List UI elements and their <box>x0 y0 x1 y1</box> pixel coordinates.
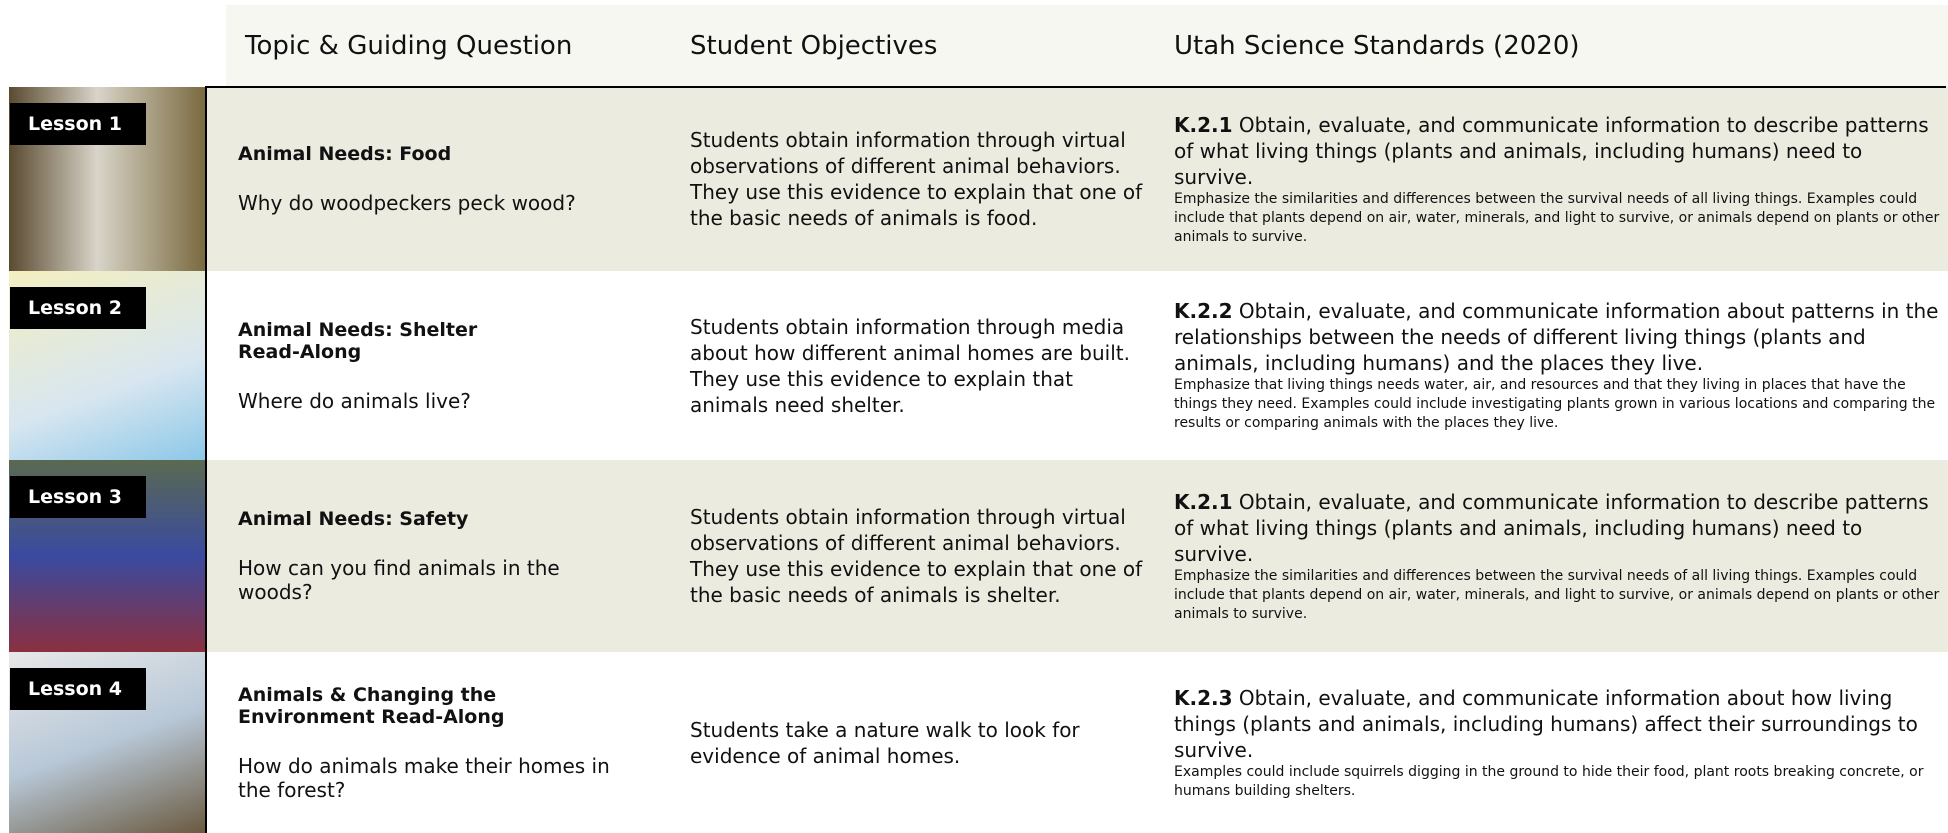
objectives-cell: Students obtain information through virt… <box>690 460 1150 652</box>
standard-main: K.2.1 Obtain, evaluate, and communicate … <box>1174 489 1944 567</box>
standards-cell: K.2.2 Obtain, evaluate, and communicate … <box>1174 271 1944 460</box>
table-row: Lesson 1 Animal Needs: Food Why do woodpec… <box>9 87 1948 271</box>
standard-main: K.2.2 Obtain, evaluate, and communicate … <box>1174 298 1944 376</box>
objectives-text: Students obtain information through virt… <box>690 505 1143 607</box>
objectives-cell: Students obtain information through virt… <box>690 87 1150 271</box>
lesson-label: Lesson 3 <box>10 476 146 518</box>
guiding-question: How do animals make their homes in the f… <box>238 753 610 802</box>
column-header: Utah Science Standards (2020) <box>1174 31 1580 61</box>
objectives-cell: Students obtain information through medi… <box>690 271 1150 460</box>
standard-note: Examples could include squirrels digging… <box>1174 763 1924 799</box>
column-header: Student Objectives <box>690 31 938 61</box>
standard-main: K.2.1 Obtain, evaluate, and communicate … <box>1174 112 1944 190</box>
standard-note: Emphasize the similarities and differenc… <box>1174 190 1940 245</box>
topic-cell: Animal Needs: Shelter Read-Along Where do… <box>238 271 618 460</box>
table-border <box>205 86 1946 833</box>
objectives-text: Students obtain information through medi… <box>690 314 1130 417</box>
standard-code: K.2.3 <box>1174 685 1233 710</box>
standards-cell: K.2.3 Obtain, evaluate, and communicate … <box>1174 652 1944 833</box>
lesson-label: Lesson 4 <box>10 668 146 710</box>
guiding-question: How can you find animals in the woods? <box>238 556 560 604</box>
table-row: Lesson 2 Animal Needs: Shelter Read-Along… <box>9 271 1948 460</box>
standard-text: Obtain, evaluate, and communicate inform… <box>1174 489 1929 566</box>
standard-main: K.2.3 Obtain, evaluate, and communicate … <box>1174 685 1944 763</box>
topic-cell: Animal Needs: Food Why do woodpeckers pec… <box>238 87 618 271</box>
standard-code: K.2.1 <box>1174 112 1233 137</box>
topic-title: Animal Needs: Safety <box>238 508 469 530</box>
column-header: Topic & Guiding Question <box>245 31 573 61</box>
objectives-text: Students take a nature walk to look for … <box>690 717 1080 768</box>
topic-title: Animal Needs: Food <box>238 143 452 165</box>
topic-title: Animals & Changing the Environment Read-… <box>238 683 505 728</box>
topic-cell: Animals & Changing the Environment Read-… <box>238 652 618 833</box>
table-row: Lesson 3 Animal Needs: Safety How can you … <box>9 460 1948 652</box>
objectives-cell: Students take a nature walk to look for … <box>690 652 1150 833</box>
lesson-label: Lesson 1 <box>10 103 146 145</box>
topic-title: Animal Needs: Shelter Read-Along <box>238 318 478 363</box>
table-row: Lesson 4 Animals & Changing the Environme… <box>9 652 1948 833</box>
standard-code: K.2.1 <box>1174 489 1233 514</box>
standard-note: Emphasize that living things needs water… <box>1174 377 1936 431</box>
topic-cell: Animal Needs: Safety How can you find ani… <box>238 460 618 652</box>
guiding-question: Why do woodpeckers peck wood? <box>238 191 576 215</box>
standard-text: Obtain, evaluate, and communicate inform… <box>1174 112 1929 189</box>
standard-text: Obtain, evaluate, and communicate inform… <box>1174 299 1939 375</box>
standard-note: Emphasize the similarities and differenc… <box>1174 567 1940 622</box>
standards-cell: K.2.1 Obtain, evaluate, and communicate … <box>1174 460 1944 652</box>
table-header: Topic & Guiding Question Student Objecti… <box>226 5 1948 87</box>
standard-text: Obtain, evaluate, and communicate inform… <box>1174 685 1918 762</box>
standards-cell: K.2.1 Obtain, evaluate, and communicate … <box>1174 87 1944 271</box>
guiding-question: Where do animals live? <box>238 388 471 413</box>
standard-code: K.2.2 <box>1174 299 1233 323</box>
lesson-label: Lesson 2 <box>10 287 146 329</box>
objectives-text: Students obtain information through virt… <box>690 128 1143 230</box>
